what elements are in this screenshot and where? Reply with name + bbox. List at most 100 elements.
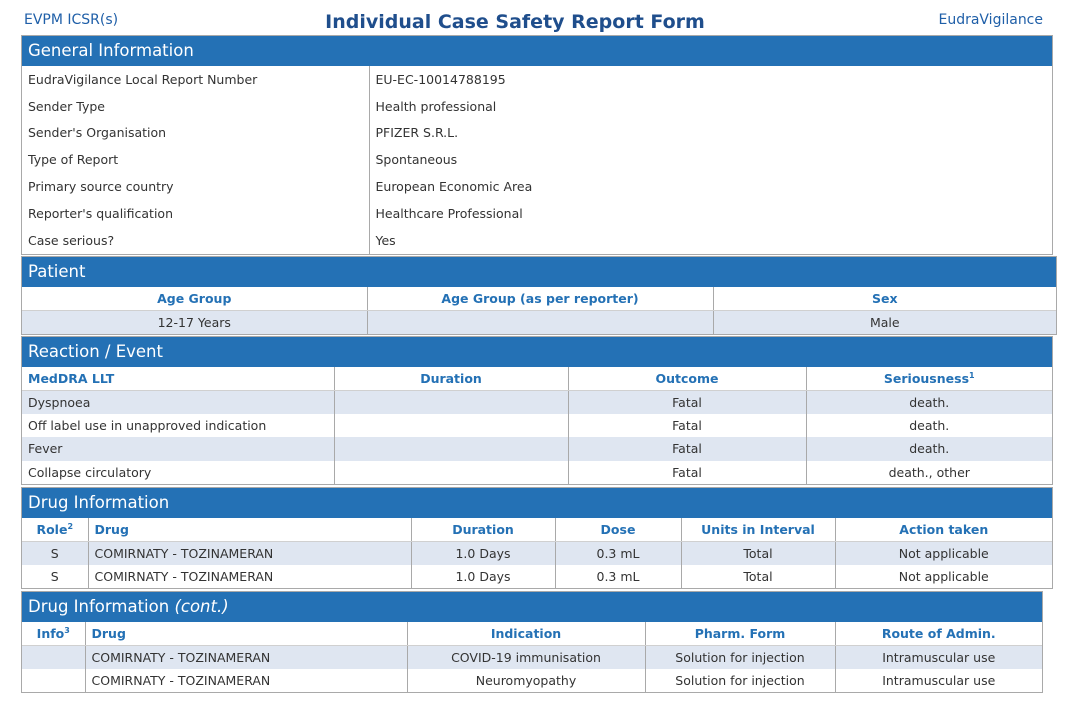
- reaction-table: MedDRA LLT Duration Outcome Seriousness1…: [22, 367, 1052, 485]
- field-value: PFIZER S.R.L.: [375, 125, 459, 141]
- patient-table: Age Group Age Group (as per reporter) Se…: [22, 287, 1056, 334]
- table-row: Collapse circulatory Fatal death., other: [22, 460, 1052, 485]
- table-cell: Fatal: [568, 437, 807, 461]
- column-header: Route of Admin.: [835, 622, 1042, 646]
- field-value: EU-EC-10014788195: [375, 71, 506, 87]
- table-row: EudraVigilance Local Report Number EU-EC-…: [22, 66, 1052, 93]
- table-cell: 0.3 mL: [555, 541, 682, 565]
- table-cell: COVID-19 immunisation: [407, 645, 646, 669]
- table-cell: Not applicable: [835, 541, 1052, 565]
- table-cell: S: [22, 541, 89, 565]
- field-label: Sender's Organisation: [22, 119, 370, 147]
- field-label: Reporter's qualification: [22, 199, 370, 227]
- column-header: Drug: [85, 622, 408, 646]
- table-row: Dyspnoea Fatal death.: [22, 390, 1052, 414]
- report-header: EVPM ICSR(s) Individual Case Safety Repo…: [0, 0, 1076, 34]
- column-header-label: Seriousness: [883, 370, 970, 386]
- column-header: Units in Interval: [681, 518, 836, 542]
- table-cell: Fatal: [568, 460, 807, 485]
- general-information-section: General Information EudraVigilance Local…: [21, 35, 1053, 255]
- field-value: Spontaneous: [375, 152, 458, 168]
- table-cell: 1.0 Days: [411, 564, 556, 589]
- table-cell: [22, 668, 86, 693]
- column-header-label: Role: [36, 521, 68, 537]
- table-cell: Fatal: [568, 413, 807, 438]
- table-row: Fever Fatal death.: [22, 437, 1052, 461]
- table-row: S COMIRNATY - TOZINAMERAN 1.0 Days 0.3 m…: [22, 564, 1052, 589]
- section-title: Drug Information (cont.): [22, 592, 1042, 622]
- column-header: Info3: [22, 622, 86, 646]
- table-row: Sender's Organisation PFIZER S.R.L.: [22, 119, 1052, 147]
- drug-information-cont-section: Drug Information (cont.) Info3 Drug Indi…: [21, 591, 1043, 694]
- table-cell: Fever: [22, 437, 335, 461]
- footnote-marker: 1: [969, 370, 975, 380]
- column-header: Role2: [22, 518, 89, 542]
- table-row: 12-17 Years Male: [22, 310, 1056, 334]
- header-row: MedDRA LLT Duration Outcome Seriousness1: [22, 367, 1052, 391]
- table-row: Sender Type Health professional: [22, 92, 1052, 120]
- table-cell: death.: [806, 437, 1052, 461]
- column-header: Age Group: [22, 287, 368, 311]
- table-cell: Fatal: [568, 390, 807, 414]
- page-title: Individual Case Safety Report Form: [325, 11, 705, 33]
- section-title: Drug Information: [22, 488, 1052, 518]
- section-title: General Information: [22, 36, 1052, 66]
- field-label: EudraVigilance Local Report Number: [22, 66, 370, 93]
- table-cell: Solution for injection: [645, 668, 836, 693]
- table-cell: COMIRNATY - TOZINAMERAN: [88, 564, 412, 589]
- table-cell: [22, 645, 86, 669]
- table-cell: [367, 310, 714, 334]
- table-row: COMIRNATY - TOZINAMERAN Neuromyopathy So…: [22, 668, 1042, 693]
- table-cell: Solution for injection: [645, 645, 836, 669]
- table-cell: [334, 390, 569, 414]
- table-cell: Total: [681, 564, 836, 589]
- table-row: Reporter's qualification Healthcare Profe…: [22, 199, 1052, 227]
- field-value: European Economic Area: [375, 179, 533, 195]
- table-cell: 12-17 Years: [22, 310, 368, 334]
- table-cell: Intramuscular use: [835, 645, 1042, 669]
- table-cell: death., other: [888, 465, 970, 481]
- table-cell: 1.0 Days: [411, 541, 556, 565]
- column-header: Duration: [411, 518, 556, 542]
- drug-table: Role2 Drug Duration Dose Units in Interv…: [22, 518, 1052, 589]
- table-cell: [334, 437, 569, 461]
- column-header: Pharm. Form: [645, 622, 836, 646]
- table-row: S COMIRNATY - TOZINAMERAN 1.0 Days 0.3 m…: [22, 541, 1052, 565]
- column-header: Duration: [334, 367, 569, 391]
- drug-information-section: Drug Information Role2 Drug Duration Dos…: [21, 487, 1053, 590]
- table-cell: Male: [713, 310, 1056, 334]
- table-cell: 0.3 mL: [555, 564, 682, 589]
- column-header: Drug: [88, 518, 412, 542]
- table-cell: death.: [806, 390, 1052, 414]
- column-header: MedDRA LLT: [22, 367, 335, 391]
- header-row: Info3 Drug Indication Pharm. Form Route …: [22, 622, 1042, 646]
- column-header: Outcome: [568, 367, 807, 391]
- section-title-label: Drug Information: [28, 597, 170, 616]
- table-cell: Total: [681, 541, 836, 565]
- table-row: Type of Report Spontaneous: [22, 146, 1052, 174]
- table-row: Off label use in unapproved indication F…: [22, 413, 1052, 438]
- table-cell: Not applicable: [898, 568, 989, 584]
- column-header: Seriousness1: [806, 367, 1052, 391]
- column-header-label: Info: [36, 625, 65, 641]
- general-information-table: EudraVigilance Local Report Number EU-EC-…: [22, 66, 1052, 254]
- section-title: Patient: [22, 257, 1056, 287]
- table-cell: Neuromyopathy: [407, 668, 646, 693]
- field-label: Case serious?: [22, 226, 370, 254]
- column-header: Dose: [555, 518, 682, 542]
- field-label: Sender Type: [22, 92, 370, 120]
- footnote-marker: 3: [64, 625, 70, 635]
- column-header: Sex: [713, 287, 1056, 311]
- table-cell: S: [22, 564, 89, 589]
- column-header: Age Group (as per reporter): [367, 287, 714, 311]
- table-row: Case serious? Yes: [22, 226, 1052, 254]
- header-left-label: EVPM ICSR(s): [24, 12, 119, 28]
- column-header: Action taken: [835, 518, 1052, 542]
- table-cell: [334, 413, 569, 438]
- field-value: Healthcare Professional: [375, 205, 523, 221]
- table-cell: Intramuscular use: [882, 672, 996, 688]
- footnote-marker: 2: [67, 521, 74, 531]
- table-cell: Collapse circulatory: [22, 460, 335, 485]
- section-title-suffix: (cont.): [174, 597, 229, 616]
- header-right-label: EudraVigilance: [938, 12, 1043, 28]
